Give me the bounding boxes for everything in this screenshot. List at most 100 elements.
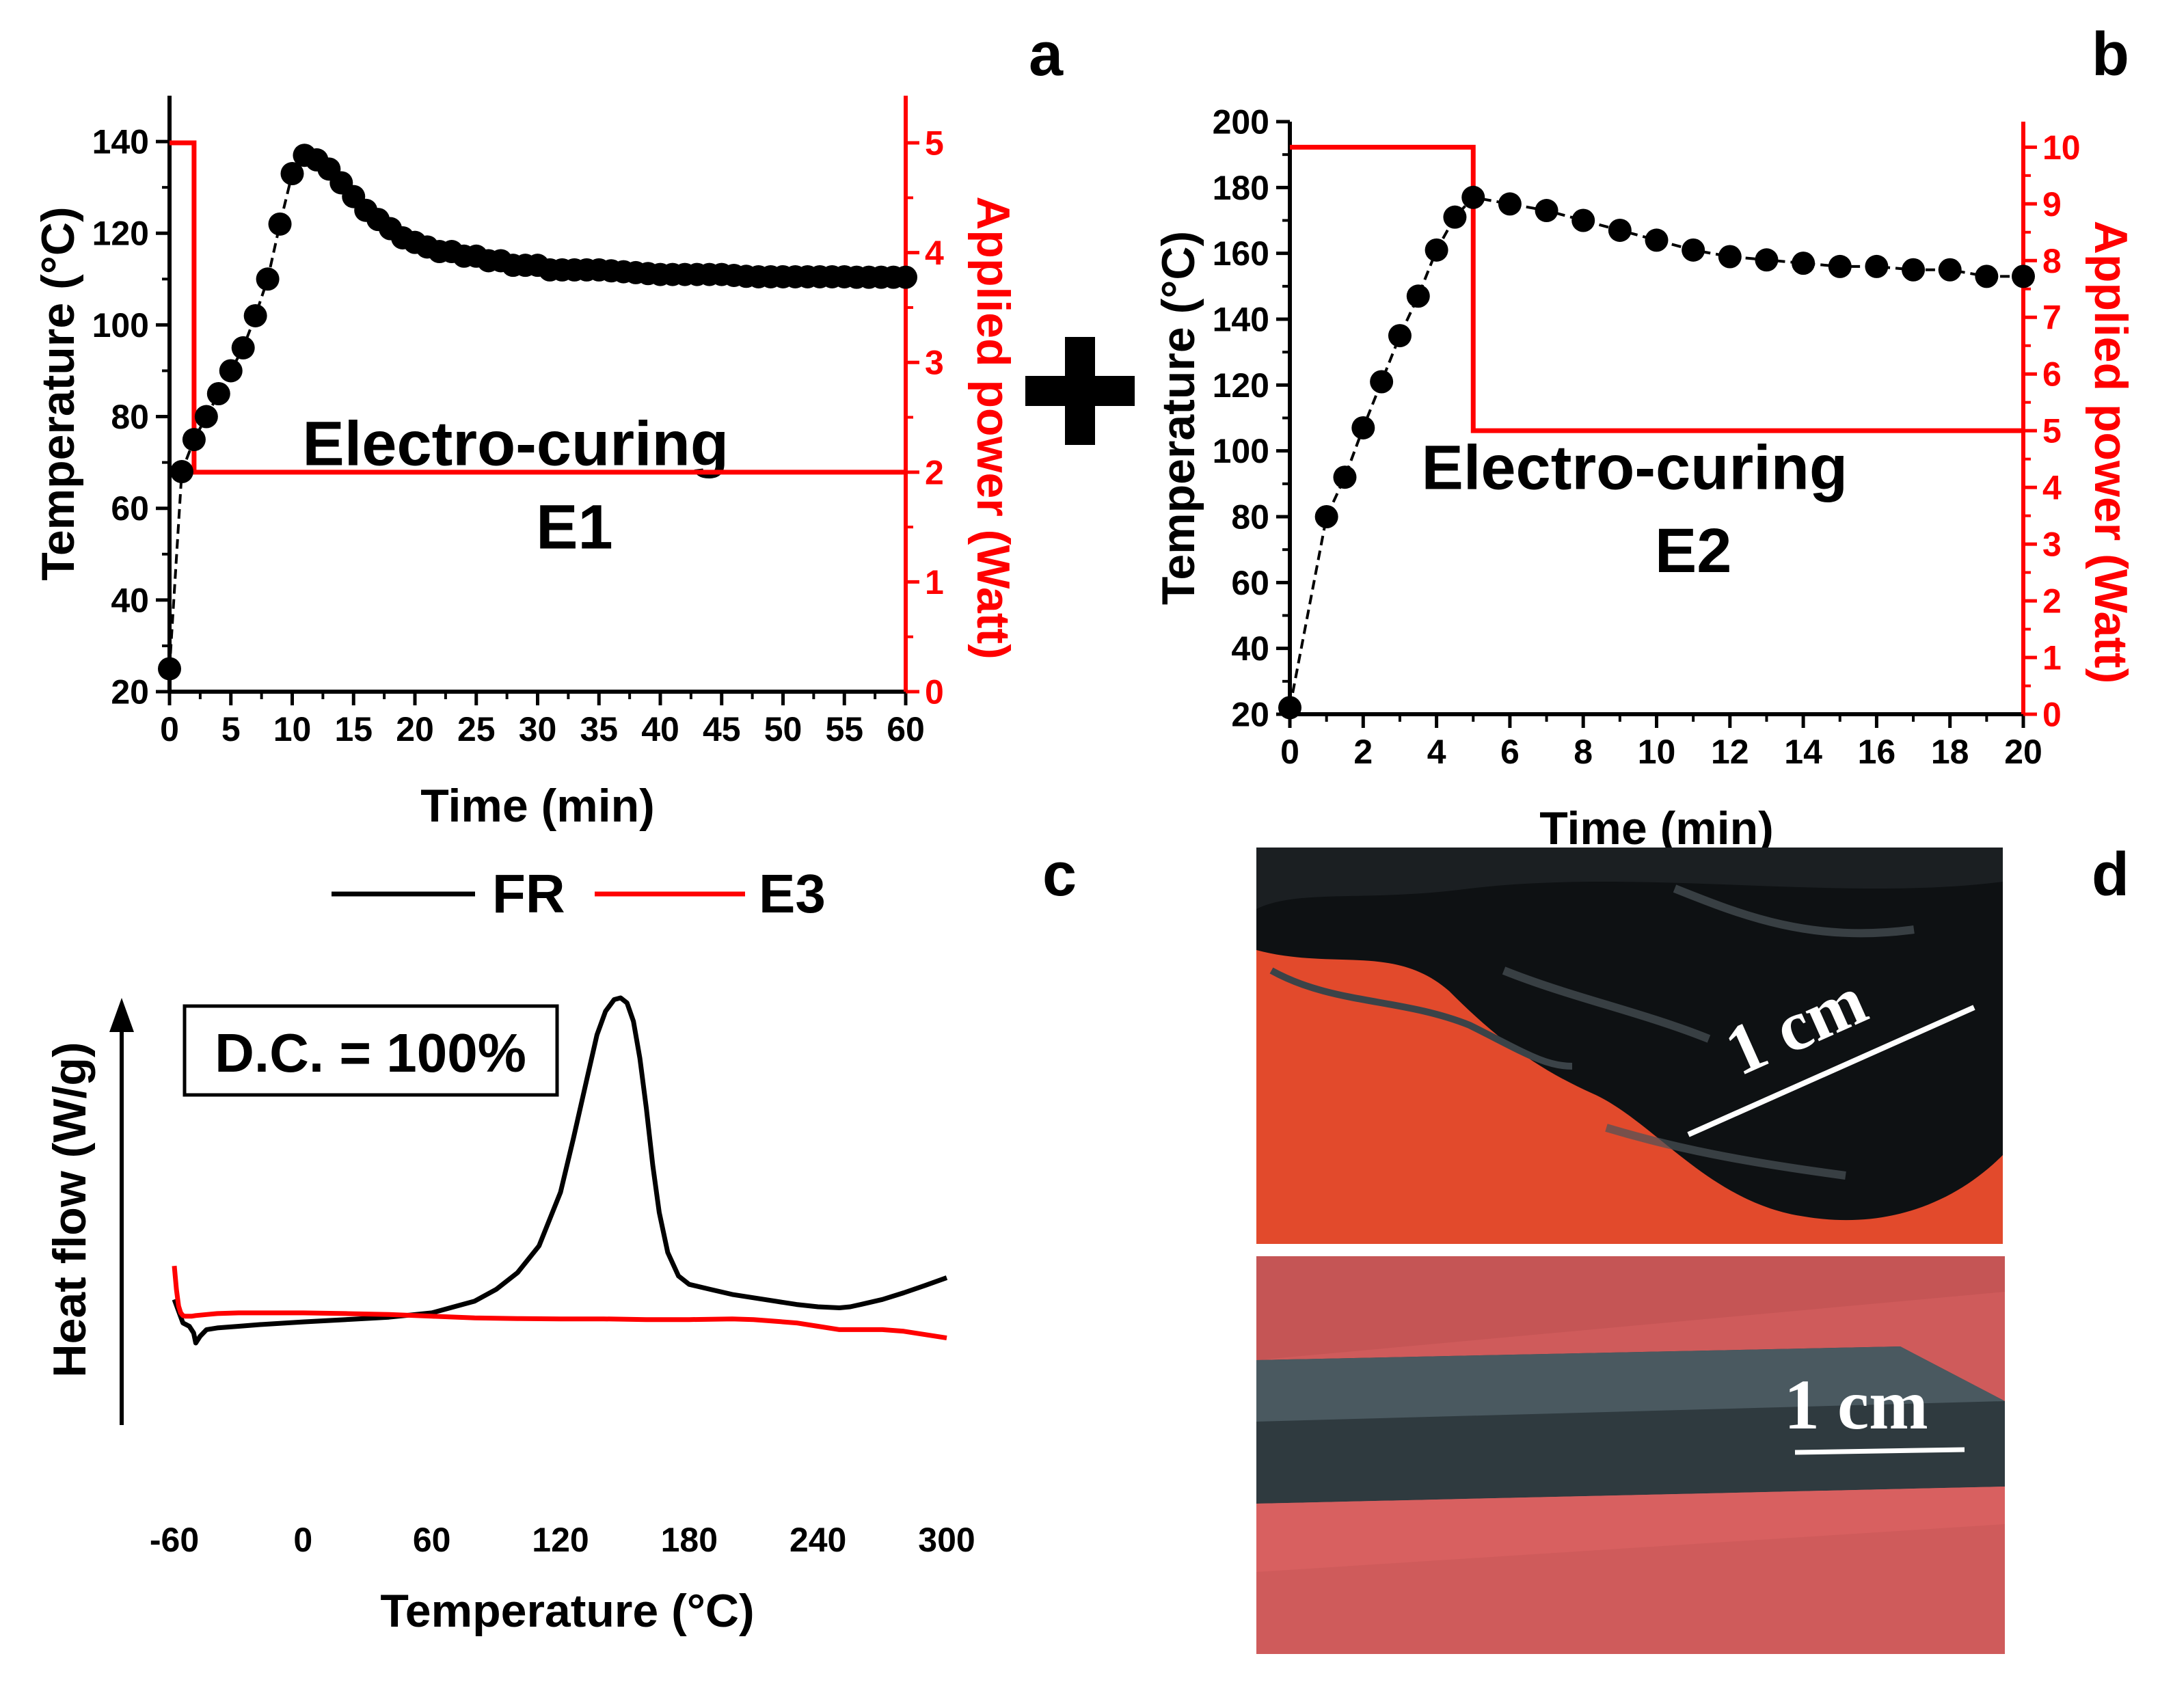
y2-tick-label: 8 xyxy=(2042,242,2062,280)
x-axis-title: Time (min) xyxy=(1539,802,1774,854)
y-tick-label: 120 xyxy=(92,215,149,253)
y-tick-label: 140 xyxy=(1213,301,1269,339)
y-tick-label: 140 xyxy=(92,123,149,161)
annotation-text: D.C. = 100% xyxy=(215,1022,526,1083)
x-tick-label: 16 xyxy=(1858,733,1896,771)
y-tick-label: 40 xyxy=(111,581,149,619)
chart-a: 0 5 10 15 20 25 30 35 40 45 50 55 602040608010012014… xyxy=(32,96,1019,832)
temperature-point xyxy=(256,267,280,291)
y-tick-label: 100 xyxy=(1213,432,1269,470)
plus-icon xyxy=(1025,337,1135,445)
x-tick-label: 0 xyxy=(1280,733,1299,771)
x-tick-label: 5 xyxy=(221,710,241,748)
temperature-point xyxy=(2012,265,2035,288)
temperature-point xyxy=(1828,254,1852,278)
temperature-point xyxy=(1278,696,1301,720)
y2-tick-label: 0 xyxy=(925,673,944,711)
y2-tick-label: 4 xyxy=(2042,469,2062,507)
x-tick-label: 60 xyxy=(413,1521,451,1559)
y-tick-label: 120 xyxy=(1213,366,1269,405)
y2-tick-label: 5 xyxy=(925,124,944,163)
scale-label-bottom: 1 cm xyxy=(1784,1366,1928,1444)
temperature-point xyxy=(1370,370,1394,394)
temperature-point xyxy=(182,428,206,452)
y2-tick-label: 5 xyxy=(2042,412,2062,450)
series-fr xyxy=(172,995,948,1346)
temperature-point xyxy=(1351,416,1375,439)
x-tick-label: 4 xyxy=(1427,733,1446,771)
annotation-box xyxy=(183,1004,559,1097)
x-tick-label: 55 xyxy=(825,710,863,748)
x-tick-label: 180 xyxy=(661,1521,718,1559)
x-tick-label: 14 xyxy=(1784,733,1822,771)
series-applied-power xyxy=(170,140,906,475)
panel-label-d: d xyxy=(2092,841,2129,909)
x-tick-label: 35 xyxy=(580,710,618,748)
x-tick-label: 2 xyxy=(1353,733,1373,771)
y2-axis-title: Applied power (Watt) xyxy=(967,196,1019,659)
temperature-point xyxy=(1388,324,1412,348)
temperature-point xyxy=(1461,185,1485,209)
x-tick-label: 45 xyxy=(703,710,741,748)
x-tick-label: 50 xyxy=(764,710,802,748)
y-axis-title: Heat flow (W/g) xyxy=(44,1042,96,1377)
y-tick-label: 200 xyxy=(1213,103,1269,141)
y2-tick-label: 9 xyxy=(2042,185,2062,223)
x-tick-label: 30 xyxy=(519,710,557,748)
temperature-point xyxy=(243,303,267,327)
temperature-point xyxy=(219,359,243,383)
y2-tick-label: 0 xyxy=(2042,696,2062,734)
y2-tick-label: 1 xyxy=(2042,639,2062,677)
x-tick-label: 10 xyxy=(1638,733,1676,771)
panel-label-a: a xyxy=(1029,21,1064,89)
temperature-point xyxy=(1608,218,1632,242)
panel-label-b: b xyxy=(2092,21,2129,89)
temperature-point xyxy=(894,265,917,289)
arrow-head-icon xyxy=(109,998,134,1032)
y2-tick-label: 2 xyxy=(925,453,944,491)
temperature-point xyxy=(280,162,304,186)
x-tick-label: 10 xyxy=(273,710,312,748)
x-tick-label: 15 xyxy=(334,710,373,748)
y-tick-label: 60 xyxy=(1231,564,1269,602)
x-tick-label: 0 xyxy=(293,1521,312,1559)
y2-tick-label: 7 xyxy=(2042,299,2062,337)
y-tick-label: 40 xyxy=(1231,629,1269,668)
y-tick-label: 60 xyxy=(111,489,149,528)
legend-label-e3: E3 xyxy=(759,863,826,924)
temperature-point xyxy=(1498,192,1522,216)
chart-c: Heat flow (W/g) -60 0 60 120 180 240 300 Tempera… xyxy=(44,863,975,1637)
y2-tick-label: 1 xyxy=(925,563,944,601)
temperature-point xyxy=(170,460,193,484)
chart-b: 0 2 4 6 8 10 12 14 16 18 2020406080100120140160180… xyxy=(1152,103,2137,855)
x-tick-label: 40 xyxy=(641,710,679,748)
temperature-point xyxy=(268,212,292,236)
y-tick-label: 20 xyxy=(111,673,149,711)
x-tick-label: 20 xyxy=(396,710,434,748)
y2-tick-label: 3 xyxy=(925,344,944,382)
x-tick-label: 12 xyxy=(1711,733,1749,771)
x-tick-label: 20 xyxy=(2004,733,2042,771)
x-tick-label: 25 xyxy=(457,710,496,748)
temperature-point xyxy=(1443,205,1467,229)
temperature-point xyxy=(1571,208,1595,232)
temperature-point xyxy=(1535,199,1558,223)
legend-label-fr: FR xyxy=(492,863,565,924)
chart-title-line2: E2 xyxy=(1655,516,1732,586)
y-tick-label: 20 xyxy=(1231,696,1269,734)
x-axis-title: Temperature (°C) xyxy=(380,1585,754,1637)
photo-d-bottom xyxy=(1256,1256,2005,1654)
temperature-point xyxy=(206,382,230,405)
series-applied-power xyxy=(1290,144,2023,433)
y2-tick-label: 3 xyxy=(2042,526,2062,564)
x-tick-label: 18 xyxy=(1931,733,1969,771)
temperature-point xyxy=(1938,258,1962,282)
temperature-point xyxy=(1425,238,1448,262)
temperature-point xyxy=(1975,265,1999,288)
temperature-point xyxy=(1333,465,1357,489)
x-tick-label: 6 xyxy=(1500,733,1520,771)
chart-title-line2: E1 xyxy=(536,493,613,562)
temperature-point xyxy=(158,657,181,681)
y2-tick-label: 6 xyxy=(2042,355,2062,394)
